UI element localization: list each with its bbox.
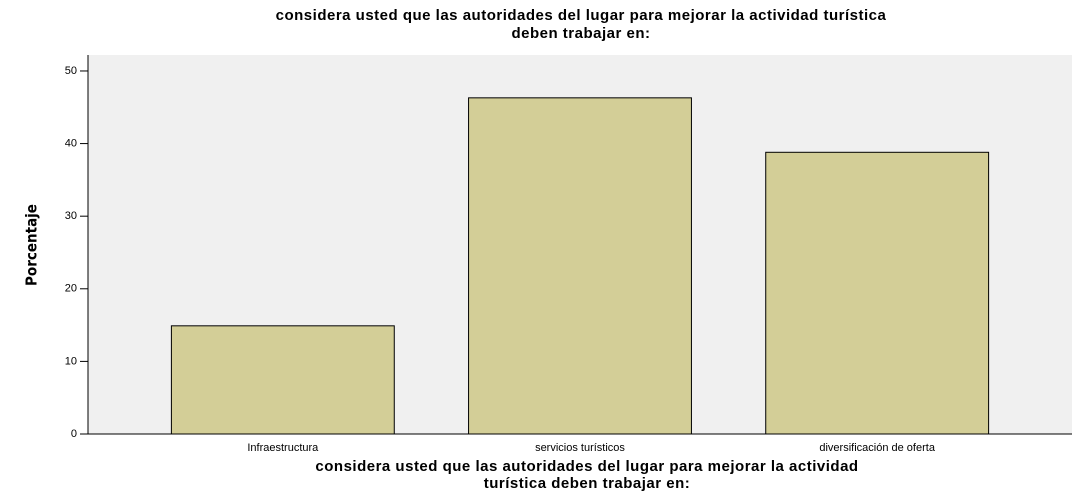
y-tick-label: 0 — [71, 428, 77, 440]
x-tick-label: Infraestructura — [247, 442, 319, 454]
y-tick-label: 30 — [65, 210, 77, 222]
bar — [170, 325, 395, 435]
chart-title: considera usted que las autoridades del … — [276, 7, 887, 24]
x-tick-label: servicios turísticos — [535, 442, 625, 454]
y-axis-label: Porcentaje — [23, 204, 41, 286]
chart-title: deben trabajar en: — [511, 25, 650, 42]
y-tick-label: 50 — [65, 65, 77, 77]
bar — [765, 151, 990, 435]
bar — [468, 97, 692, 435]
x-axis-label: considera usted que las autoridades del … — [315, 458, 858, 475]
y-tick-label: 20 — [65, 283, 77, 295]
y-tick-label: 40 — [65, 137, 77, 149]
x-axis-label: turística deben trabajar en: — [484, 475, 691, 492]
x-tick-label: diversificación de oferta — [819, 442, 935, 454]
y-tick-label: 10 — [65, 355, 77, 367]
